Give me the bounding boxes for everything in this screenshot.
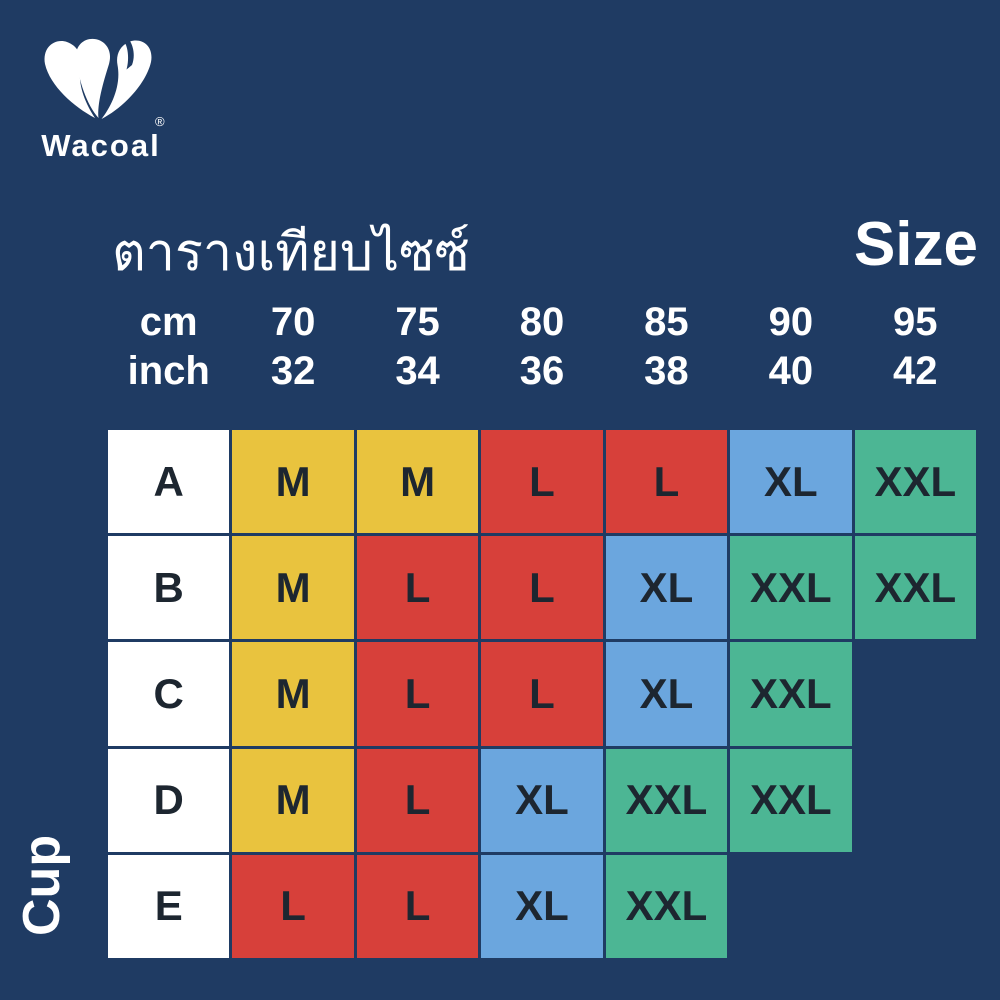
size-cell <box>855 855 976 958</box>
size-cell: L <box>481 642 603 746</box>
page-title-thai: ตารางเทียบไซซ์ <box>112 224 470 282</box>
size-cell: XL <box>481 748 603 852</box>
size-cell: XL <box>605 536 728 640</box>
cup-label-e: E <box>108 854 230 958</box>
cm-value: 70 <box>270 300 316 344</box>
size-cell: XXL <box>854 536 976 640</box>
size-cell: XL <box>730 430 852 534</box>
size-cell: L <box>356 854 479 958</box>
cm-value: 95 <box>893 300 938 344</box>
size-cell: L <box>481 536 603 640</box>
inch-value: 42 <box>893 349 938 393</box>
size-cell: L <box>605 430 728 534</box>
size-cell: M <box>232 748 354 852</box>
page-title-size: Size <box>853 210 978 279</box>
inch-value: 38 <box>644 349 689 393</box>
size-cell: XXL <box>854 430 976 534</box>
size-cell: M <box>232 642 354 746</box>
size-cell: XL <box>481 854 603 958</box>
size-cell: L <box>481 430 603 534</box>
inch-value: 32 <box>270 349 316 393</box>
size-cell: M <box>356 430 479 534</box>
inch-value: 40 <box>768 349 814 393</box>
size-cell: XXL <box>730 536 852 640</box>
size-cell <box>855 642 976 745</box>
size-cell: XXL <box>730 748 852 852</box>
wacoal-wordmark: Wacoal <box>41 128 161 163</box>
inch-value: 36 <box>519 349 565 393</box>
cm-value: 85 <box>644 300 689 344</box>
wacoal-logo: ® Wacoal <box>26 34 176 161</box>
size-cell: L <box>356 536 479 640</box>
cup-label-b: B <box>108 536 230 640</box>
cm-value: 75 <box>395 300 440 344</box>
size-cell <box>855 749 976 852</box>
size-table: A M M L L XL XXL B M L L XL XXL XXL C M … <box>108 430 976 958</box>
size-cell: XXL <box>605 854 728 958</box>
cm-value: 90 <box>768 300 814 344</box>
cup-label-a: A <box>108 430 230 534</box>
size-cell: XL <box>605 642 728 746</box>
size-cell: L <box>232 854 354 958</box>
inch-label: inch <box>127 349 210 393</box>
size-cell: M <box>232 536 354 640</box>
cup-label-c: C <box>108 642 230 746</box>
size-cell: M <box>232 430 354 534</box>
size-cell: XXL <box>605 748 728 852</box>
size-cell: XXL <box>730 642 852 746</box>
wacoal-wing-icon: ® <box>44 38 165 129</box>
inch-value: 34 <box>395 349 440 393</box>
cm-label: cm <box>139 300 198 344</box>
size-cell: L <box>356 748 479 852</box>
cm-value: 80 <box>519 300 565 344</box>
measurement-header: cm 70 75 80 85 90 95 inch 32 34 36 38 40… <box>108 298 976 396</box>
cup-axis-label: Cup <box>13 834 71 936</box>
cup-label-d: D <box>108 748 230 852</box>
size-cell <box>730 855 851 958</box>
size-cell: L <box>356 642 479 746</box>
registered-mark: ® <box>155 114 165 129</box>
